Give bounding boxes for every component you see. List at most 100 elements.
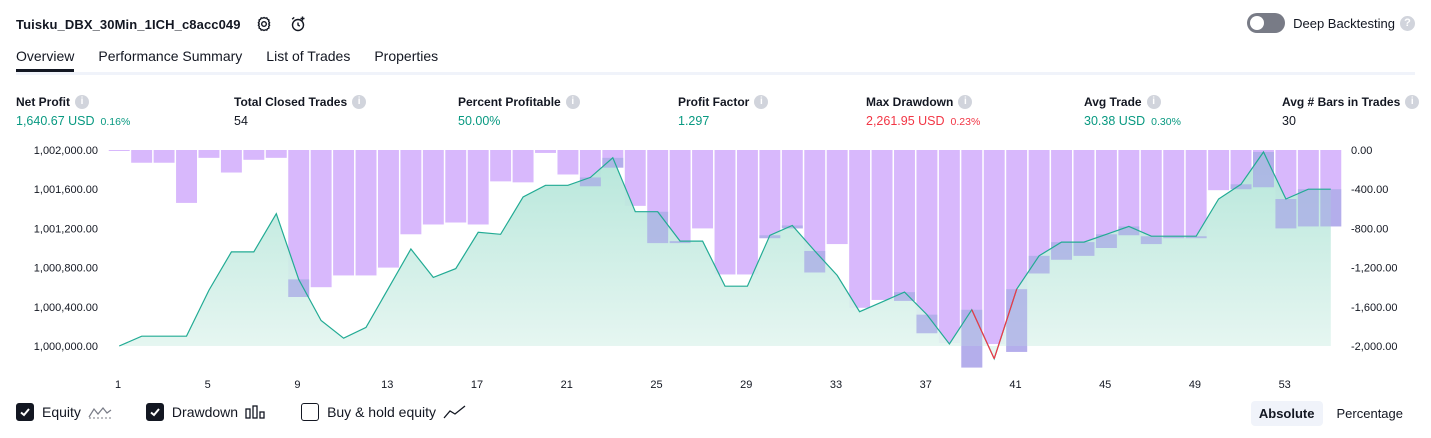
info-icon[interactable]: i xyxy=(75,95,89,109)
metric-value: 1,640.67 USD xyxy=(16,114,95,128)
buy-hold-line-icon xyxy=(443,405,467,419)
y-tick-left: 1,001,200.00 xyxy=(34,223,98,235)
drawdown-overlap xyxy=(1298,189,1319,226)
drawdown-overlap xyxy=(1320,189,1341,226)
drawdown-overlap xyxy=(804,251,825,273)
deep-backtesting-toggle[interactable] xyxy=(1247,13,1285,33)
drawdown-bar xyxy=(423,150,444,224)
buy-hold-checkbox[interactable] xyxy=(301,403,319,421)
drawdown-bar xyxy=(849,150,870,308)
drawdown-bar xyxy=(782,150,803,228)
drawdown-bar xyxy=(221,150,242,173)
drawdown-bar xyxy=(266,150,287,158)
drawdown-bar xyxy=(670,150,691,243)
y-tick-right: -2,000.00 xyxy=(1351,341,1397,353)
drawdown-bar xyxy=(378,150,399,268)
drawdown-bar xyxy=(311,150,332,287)
metric-label: Total Closed Trades xyxy=(234,95,347,109)
legend-drawdown[interactable]: Drawdown xyxy=(146,403,267,421)
y-tick-right: 0.00 xyxy=(1351,145,1372,157)
x-tick: 49 xyxy=(1189,379,1201,391)
drawdown-bar xyxy=(759,150,780,238)
equity-checkbox[interactable] xyxy=(16,403,34,421)
drawdown-overlap xyxy=(1029,256,1050,274)
info-icon[interactable]: i xyxy=(1147,95,1161,109)
y-tick-right: -1,600.00 xyxy=(1351,302,1397,314)
x-tick: 17 xyxy=(471,379,483,391)
deep-backtesting: Deep Backtesting ? xyxy=(1247,13,1415,33)
metric-percent: 0.23% xyxy=(951,116,981,128)
y-tick-right: -800.00 xyxy=(1351,223,1388,235)
metric-label: Avg # Bars in Trades xyxy=(1282,95,1400,109)
tab-performance-summary[interactable]: Performance Summary xyxy=(98,48,242,72)
y-tick-left: 1,000,400.00 xyxy=(34,302,98,314)
drawdown-bar xyxy=(827,150,848,244)
drawdown-bar xyxy=(535,150,556,153)
y-tick-left: 1,002,000.00 xyxy=(34,145,98,157)
help-icon[interactable]: ? xyxy=(1400,16,1415,31)
add-alert-icon[interactable] xyxy=(287,13,309,35)
metric-total-closed-trades: Total Closed Trades i 54 xyxy=(234,94,366,128)
x-tick: 45 xyxy=(1099,379,1111,391)
drawdown-overlap xyxy=(1118,226,1139,235)
drawdown-bar xyxy=(872,150,893,300)
strategy-title: Tuisku_DBX_30Min_1ICH_c8acc049 xyxy=(16,17,241,32)
metric-value: 30 xyxy=(1282,114,1296,128)
deep-backtesting-label: Deep Backtesting xyxy=(1293,16,1395,31)
drawdown-bar xyxy=(468,150,489,224)
tab-overview[interactable]: Overview xyxy=(16,48,74,72)
value-mode-switch: Absolute Percentage xyxy=(1245,401,1411,426)
drawdown-bar xyxy=(333,150,354,275)
strategy-header: Tuisku_DBX_30Min_1ICH_c8acc049 xyxy=(16,12,309,36)
metric-value: 50.00% xyxy=(458,114,500,128)
drawdown-overlap xyxy=(961,310,982,368)
legend-equity[interactable]: Equity xyxy=(16,403,112,421)
metric-value: 1.297 xyxy=(678,114,709,128)
info-icon[interactable]: i xyxy=(958,95,972,109)
metric-label: Profit Factor xyxy=(678,95,749,109)
drawdown-checkbox[interactable] xyxy=(146,403,164,421)
drawdown-bar xyxy=(737,150,758,274)
legend-buy-hold[interactable]: Buy & hold equity xyxy=(301,403,467,421)
drawdown-overlap xyxy=(288,279,309,297)
x-tick: 25 xyxy=(650,379,662,391)
tab-list-of-trades[interactable]: List of Trades xyxy=(266,48,350,72)
drawdown-bar xyxy=(356,150,377,275)
x-tick: 41 xyxy=(1009,379,1021,391)
drawdown-bar xyxy=(894,150,915,301)
y-tick-right: -1,200.00 xyxy=(1351,263,1397,275)
x-tick: 1 xyxy=(115,379,121,391)
metric-percent-profitable: Percent Profitable i 50.00% xyxy=(458,94,580,128)
drawdown-bar xyxy=(715,150,736,274)
y-tick-left: 1,001,600.00 xyxy=(34,184,98,196)
drawdown-bar xyxy=(916,150,937,333)
info-icon[interactable]: i xyxy=(352,95,366,109)
info-icon[interactable]: i xyxy=(754,95,768,109)
drawdown-overlap xyxy=(647,212,668,243)
percentage-button[interactable]: Percentage xyxy=(1329,401,1412,426)
metric-avg-trade: Avg Trade i 30.38 USD 0.30% xyxy=(1084,94,1181,128)
drawdown-bar xyxy=(984,150,1005,344)
drawdown-overlap xyxy=(580,177,601,186)
drawdown-bar xyxy=(1163,150,1184,238)
drawdown-bar xyxy=(176,150,197,203)
tab-properties[interactable]: Properties xyxy=(374,48,438,72)
equity-drawdown-chart[interactable]: 1,002,000.00 1,001,600.00 1,001,200.00 1,00… xyxy=(0,140,1431,398)
x-tick: 29 xyxy=(740,379,752,391)
drawdown-bar xyxy=(198,150,219,158)
tabs-divider xyxy=(16,72,1415,75)
drawdown-bars-icon xyxy=(245,405,267,419)
metric-label: Avg Trade xyxy=(1084,95,1142,109)
info-icon[interactable]: i xyxy=(566,95,580,109)
settings-icon[interactable] xyxy=(253,13,275,35)
legend-buy-hold-label: Buy & hold equity xyxy=(327,404,436,420)
x-tick: 37 xyxy=(920,379,932,391)
chart-legend: Equity Drawdown Buy & hold equity xyxy=(16,403,501,421)
info-icon[interactable]: i xyxy=(1405,95,1419,109)
x-tick: 33 xyxy=(830,379,842,391)
metric-label: Max Drawdown xyxy=(866,95,953,109)
drawdown-overlap xyxy=(1253,152,1274,187)
drawdown-bar xyxy=(692,150,713,228)
absolute-button[interactable]: Absolute xyxy=(1251,401,1323,426)
metric-label: Percent Profitable xyxy=(458,95,561,109)
